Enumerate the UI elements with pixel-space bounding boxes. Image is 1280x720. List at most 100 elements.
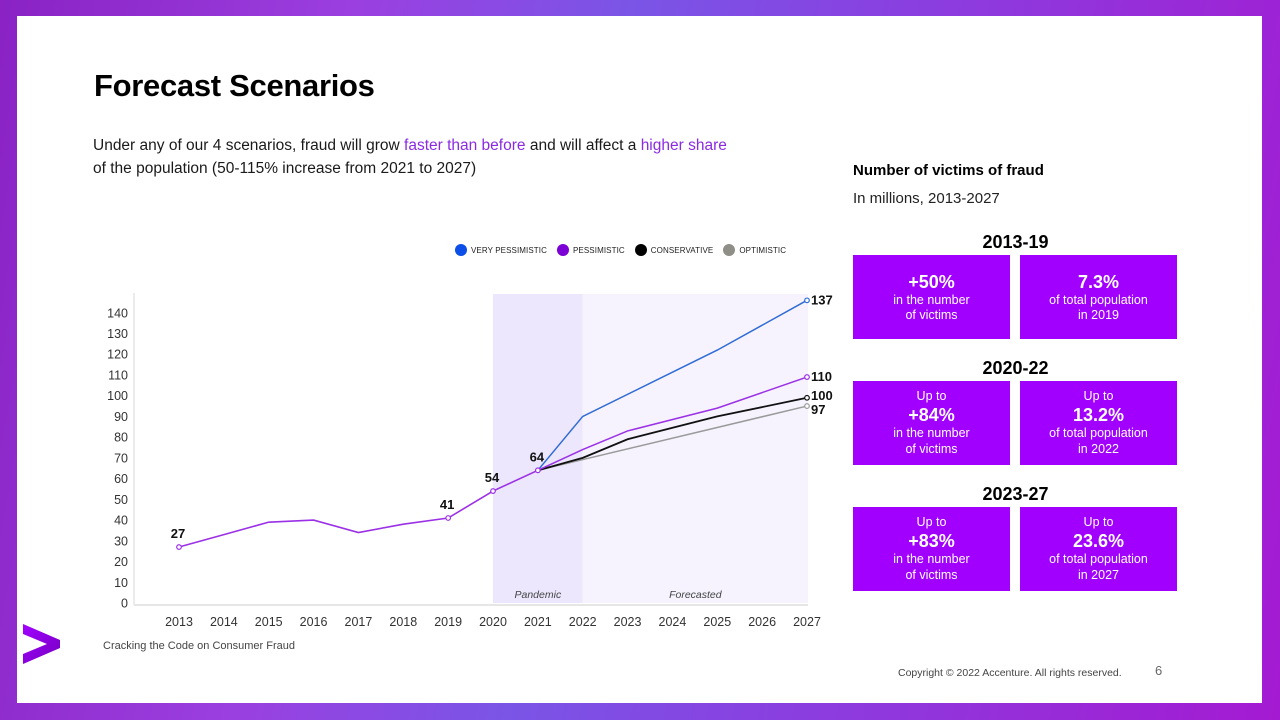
series-end-label: 100 — [811, 388, 833, 403]
series-line-historical — [178, 469, 539, 548]
panel-subtitle: In millions, 2013-2027 — [853, 190, 1000, 207]
stat-boxes: +50% in the number of victims 7.3% of total … — [853, 255, 1183, 339]
stat-description: in the number — [893, 292, 970, 307]
y-tick-label: 30 — [114, 534, 128, 548]
page-title: Forecast Scenarios — [94, 68, 375, 103]
stat-box: Up to +84% in the number of victims — [853, 381, 1010, 465]
stat-description: of victims — [905, 308, 958, 322]
y-tick-label: 40 — [114, 514, 128, 528]
stat-prefix: Up to — [916, 388, 947, 403]
y-tick-label: 10 — [114, 576, 128, 590]
x-tick-label: 2017 — [345, 615, 373, 629]
region-label: Forecasted — [669, 589, 723, 601]
stat-description: in 2022 — [1077, 441, 1119, 456]
stat-box: 7.3% of total population in 2019 — [1020, 255, 1177, 339]
x-tick-label: 2018 — [389, 615, 417, 629]
x-tick-label: 2014 — [210, 615, 238, 629]
period-label: 2020-22 — [982, 358, 1049, 378]
y-tick-label: 140 — [107, 306, 128, 320]
subtitle-text: and will affect a — [525, 137, 641, 154]
copyright-text: Copyright © 2022 Accenture. All rights r… — [898, 667, 1122, 679]
stat-description: in the number — [893, 426, 970, 441]
stat-prefix: Up to — [916, 514, 947, 529]
stat-description: of victims — [905, 567, 958, 582]
series-line-optimistic — [537, 405, 808, 472]
stat-boxes: Up to +83% in the number of victims Up to 23.… — [853, 507, 1183, 591]
stat-value: +50% — [908, 271, 955, 292]
data-point-marker — [534, 467, 541, 474]
series-end-marker — [804, 403, 810, 409]
stat-description: in 2019 — [1077, 308, 1119, 322]
right-panel: Number of victims of fraud In millions, … — [853, 162, 1183, 591]
legend-item: VERY PESSIMISTIC — [455, 244, 547, 256]
page-number: 6 — [1155, 663, 1163, 678]
stat-description: of victims — [905, 441, 958, 456]
data-label: 64 — [530, 449, 545, 464]
accenture-logo-icon — [23, 624, 60, 664]
x-tick-label: 2015 — [255, 615, 283, 629]
y-tick-label: 0 — [121, 597, 128, 611]
series-end-marker — [804, 297, 810, 304]
region-pandemic — [493, 294, 583, 603]
x-tick-label: 2025 — [703, 615, 731, 629]
legend-dot-icon — [455, 244, 467, 256]
series-end-label: 97 — [811, 402, 825, 417]
y-tick-label: 130 — [107, 327, 128, 341]
stat-value: +84% — [908, 405, 955, 426]
stat-prefix: Up to — [1083, 514, 1114, 529]
period-label: 2023-27 — [982, 484, 1049, 504]
x-tick-label: 2026 — [748, 615, 776, 629]
legend-dot-icon — [634, 244, 647, 256]
y-tick-label: 20 — [114, 555, 128, 569]
series-line-very-pessimistic — [537, 299, 808, 471]
period-label: 2013-19 — [982, 232, 1049, 252]
y-tick-label: 60 — [114, 472, 128, 486]
legend-dot-icon — [557, 244, 569, 256]
period-section: 2023-27 Up to +83% in the number of victims U… — [853, 481, 1183, 591]
x-tick-label: 2022 — [569, 615, 597, 629]
legend-label: OPTIMISTIC — [739, 245, 787, 255]
footer-text: Cracking the Code on Consumer Fraud — [103, 640, 295, 652]
y-tick-label: 70 — [114, 451, 128, 465]
x-tick-label: 2023 — [614, 615, 642, 629]
stat-prefix: Up to — [1083, 388, 1114, 403]
y-tick-label: 120 — [107, 348, 128, 362]
stat-box: +50% in the number of victims — [853, 255, 1010, 339]
panel-title: Number of victims of fraud — [853, 162, 1044, 179]
series-end-label: 110 — [811, 369, 832, 384]
stat-description: in the number — [893, 552, 970, 567]
stat-description: of total population — [1049, 426, 1148, 441]
stat-value: 7.3% — [1077, 271, 1120, 292]
legend-label: VERY PESSIMISTIC — [471, 245, 547, 255]
region-label: Pandemic — [515, 589, 562, 601]
series-end-marker — [804, 394, 810, 401]
x-tick-label: 2027 — [793, 615, 821, 629]
series-line-pessimistic — [537, 376, 808, 472]
data-point-marker — [445, 515, 452, 521]
stat-description: of total population — [1049, 292, 1148, 307]
data-point-marker — [490, 488, 496, 494]
x-tick-label: 2016 — [300, 615, 328, 629]
stat-description: in 2027 — [1077, 567, 1119, 582]
stat-value: 13.2% — [1072, 405, 1125, 426]
subtitle-text: Under any of our 4 scenarios, fraud will… — [93, 137, 405, 154]
period-section: 2013-19 +50% in the number of victims 7.3% of… — [853, 229, 1183, 339]
series-end-label: 137 — [811, 292, 833, 307]
stat-value: 23.6% — [1072, 531, 1125, 552]
legend-item: CONSERVATIVE — [634, 244, 714, 256]
subtitle-text: of the population (50-115% increase from… — [93, 160, 477, 177]
region-forecasted — [582, 294, 808, 603]
data-label: 27 — [171, 526, 185, 541]
stat-box: Up to 23.6% of total population in 2027 — [1020, 507, 1177, 591]
stat-boxes: Up to +84% in the number of victims Up to 13.… — [853, 381, 1183, 465]
chart-legend: VERY PESSIMISTIC PESSIMISTIC CONSERVATIVE O… — [455, 244, 786, 256]
stat-box: Up to +83% in the number of victims — [853, 507, 1010, 591]
x-tick-label: 2021 — [524, 615, 552, 629]
data-point-marker — [176, 544, 182, 550]
data-label: 54 — [485, 470, 500, 485]
y-tick-label: 110 — [108, 368, 128, 382]
legend-item: OPTIMISTIC — [723, 244, 786, 256]
series-line-conservative — [537, 396, 808, 472]
period-list: 2013-19 +50% in the number of victims 7.3% of… — [853, 229, 1183, 591]
